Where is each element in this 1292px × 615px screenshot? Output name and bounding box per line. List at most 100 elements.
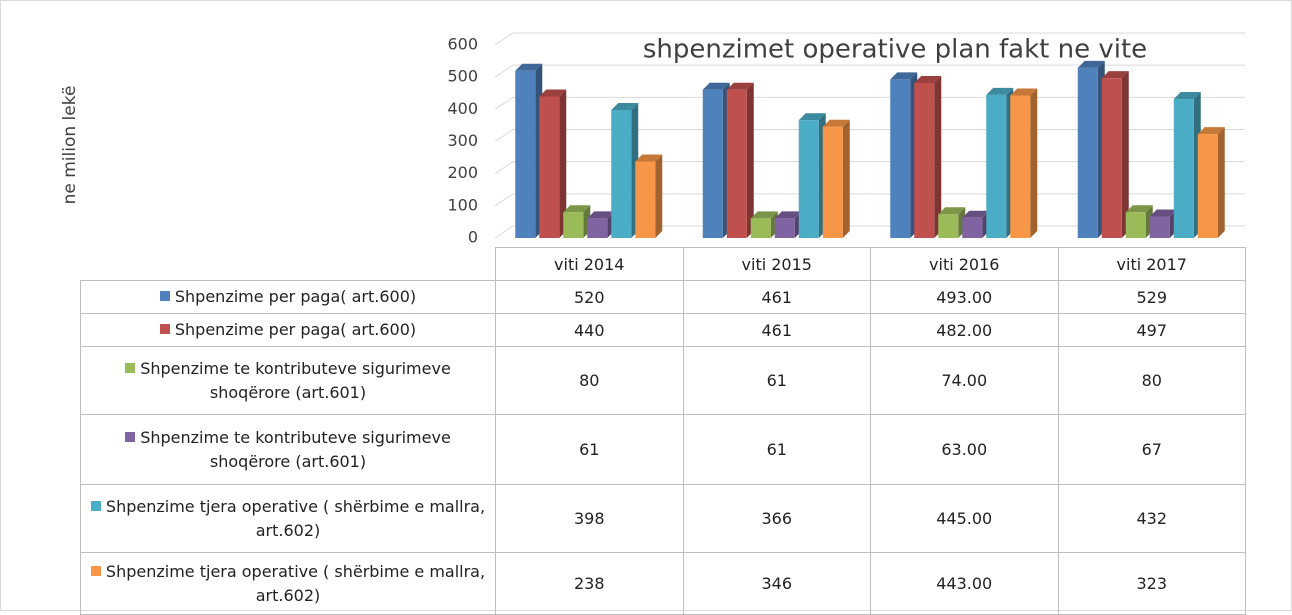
bar-top bbox=[1010, 88, 1038, 96]
bar bbox=[726, 82, 754, 238]
y-tick-label: 300 bbox=[447, 131, 478, 150]
value-cell: 461 bbox=[682, 280, 871, 314]
grid-line bbox=[494, 96, 1245, 110]
value-cell: 461 bbox=[682, 313, 871, 347]
value-cell: 238 bbox=[495, 552, 684, 615]
value-cell: 497 bbox=[1057, 313, 1246, 347]
bar bbox=[1125, 205, 1153, 238]
bar-top bbox=[774, 211, 802, 219]
bar-front bbox=[1125, 212, 1146, 238]
bar-front bbox=[938, 214, 959, 238]
bar bbox=[702, 82, 730, 238]
bar-side bbox=[934, 75, 942, 238]
category-label: viti 2015 bbox=[682, 247, 871, 281]
bar bbox=[1173, 92, 1201, 238]
bar bbox=[774, 211, 802, 238]
y-tick-label: 100 bbox=[447, 195, 478, 214]
bar-top bbox=[1077, 60, 1105, 68]
bar-side bbox=[842, 119, 850, 238]
bar-front bbox=[635, 161, 656, 238]
value-cell: 80 bbox=[495, 346, 684, 415]
bar-side bbox=[1121, 71, 1129, 238]
bar-top bbox=[938, 207, 966, 215]
bar-top bbox=[702, 82, 730, 90]
chart-title: shpenzimet operative plan fakt ne vite bbox=[643, 35, 1147, 65]
value-cell: 398 bbox=[495, 484, 684, 553]
series-row: Shpenzime tjera operative ( shërbime e m… bbox=[80, 552, 1246, 615]
bar-top bbox=[563, 205, 591, 213]
bar-front bbox=[539, 96, 560, 238]
bar bbox=[750, 211, 778, 238]
legend-label: Shpenzime per paga( art.600) bbox=[174, 320, 417, 339]
value-cell: 440 bbox=[495, 313, 684, 347]
bar-side bbox=[559, 89, 567, 238]
bar bbox=[1149, 209, 1177, 238]
header-row: viti 2014 viti 2015 viti 2016 viti 2017 bbox=[81, 247, 1246, 281]
bar-front bbox=[986, 94, 1007, 238]
bar bbox=[611, 102, 639, 238]
series-name-cell: Shpenzime te kontributeve sigurimeve sho… bbox=[80, 414, 496, 485]
value-cell: 346 bbox=[682, 552, 871, 615]
bar-top bbox=[986, 87, 1014, 95]
bar bbox=[914, 75, 942, 238]
value-cell: 63.00 bbox=[870, 414, 1059, 485]
bar-front bbox=[726, 89, 747, 238]
series-name-cell: Shpenzime tjera operative ( shërbime e m… bbox=[80, 484, 496, 553]
bar bbox=[938, 207, 966, 238]
grid-line bbox=[494, 193, 1245, 207]
bar-front bbox=[611, 109, 632, 238]
bar-front bbox=[962, 217, 983, 238]
bar-top bbox=[798, 113, 826, 121]
bar bbox=[635, 154, 663, 238]
value-cell: 529 bbox=[1057, 280, 1246, 314]
bar-top bbox=[611, 102, 639, 110]
bar-top bbox=[587, 211, 615, 219]
y-tick-label: 200 bbox=[447, 163, 478, 182]
bar-side bbox=[1030, 88, 1038, 238]
y-tick-label: 600 bbox=[447, 35, 478, 54]
grid-line bbox=[494, 161, 1245, 175]
value-cell: 443.00 bbox=[870, 552, 1059, 615]
series-row: Shpenzime te kontributeve sigurimeve sho… bbox=[80, 346, 1246, 415]
data-table: viti 2014 viti 2015 viti 2016 viti 2017 Shpe… bbox=[80, 247, 1246, 615]
y-tick-label: 500 bbox=[447, 67, 478, 86]
category-label: viti 2016 bbox=[870, 247, 1059, 281]
bar-top bbox=[890, 72, 918, 80]
bar-top bbox=[1125, 205, 1153, 213]
bar-front bbox=[914, 82, 935, 238]
series-name-cell: Shpenzime per paga( art.600) bbox=[80, 280, 496, 314]
bar-front bbox=[1101, 78, 1122, 238]
bar-top bbox=[962, 210, 990, 218]
bar-front bbox=[563, 212, 584, 238]
value-cell: 61 bbox=[682, 346, 871, 415]
bar-top bbox=[1173, 92, 1201, 100]
value-cell: 482.00 bbox=[870, 313, 1059, 347]
bar-side bbox=[1217, 127, 1225, 238]
legend-label: Shpenzime tjera operative ( shërbime e m… bbox=[105, 561, 486, 605]
category-label: viti 2017 bbox=[1057, 247, 1246, 281]
bar bbox=[962, 210, 990, 238]
bar bbox=[822, 119, 850, 238]
legend-key bbox=[90, 565, 101, 576]
bar-front bbox=[774, 218, 795, 238]
bar bbox=[563, 205, 591, 238]
bar-top bbox=[726, 82, 754, 90]
series-name-cell: Shpenzime te kontributeve sigurimeve sho… bbox=[80, 346, 496, 415]
value-cell: 432 bbox=[1057, 484, 1246, 553]
bar bbox=[587, 211, 615, 238]
value-cell: 520 bbox=[495, 280, 684, 314]
legend-label: Shpenzime tjera operative ( shërbime e m… bbox=[105, 496, 486, 540]
bar bbox=[515, 63, 543, 238]
bar-top bbox=[1149, 209, 1177, 217]
grid-line bbox=[494, 129, 1245, 142]
value-cell: 61 bbox=[495, 414, 684, 485]
series-row: Shpenzime per paga( art.600) 520 461 493.00… bbox=[80, 280, 1246, 314]
legend-label: Shpenzime te kontributeve sigurimeve sho… bbox=[140, 358, 451, 402]
y-axis-title: ne milion lekë bbox=[60, 86, 80, 205]
category-label: viti 2014 bbox=[495, 247, 684, 281]
bar-top bbox=[539, 89, 567, 97]
bar bbox=[1101, 71, 1129, 238]
value-cell: 445.00 bbox=[870, 484, 1059, 553]
legend-label: Shpenzime te kontributeve sigurimeve sho… bbox=[140, 427, 451, 471]
